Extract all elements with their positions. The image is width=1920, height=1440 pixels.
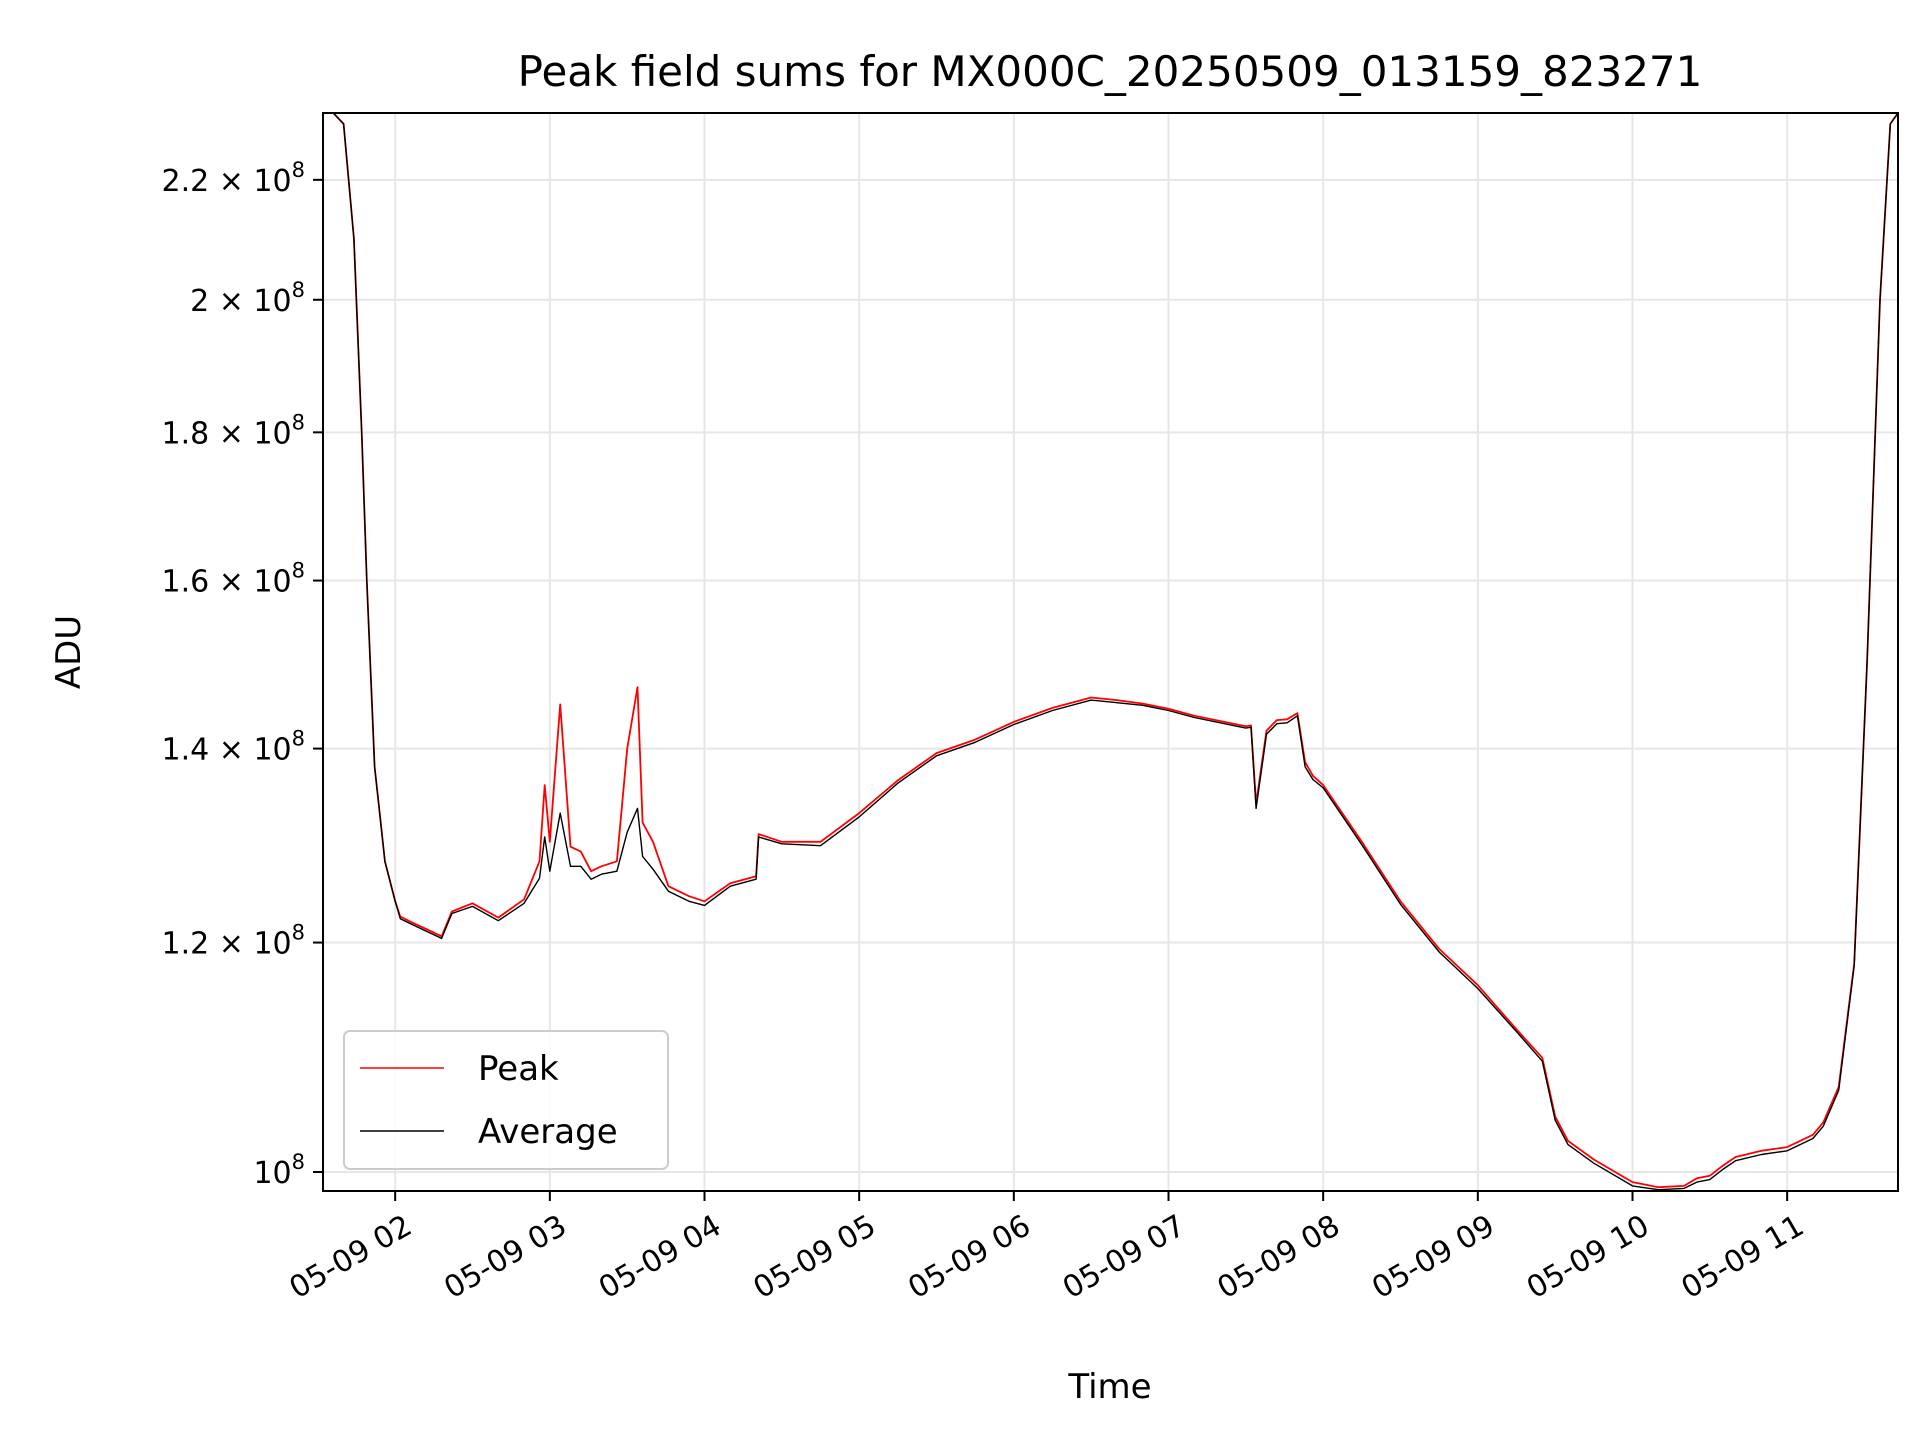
plot-frame [322,112,1899,1192]
series-line-peak [323,112,1899,1189]
y-tick-label: 1.2 × 108 [162,921,305,962]
y-axis-ticks: 108 1.2 × 108 1.4 × 108 1.6 × 108 1.8 × 108 2… [162,158,323,1191]
legend-label-peak: Peak [478,1049,559,1089]
legend-label-average: Average [478,1112,618,1152]
x-axis-label: Time [1067,1367,1151,1407]
y-axis-label: ADU [49,615,89,689]
y-tick-label: 1.4 × 108 [162,727,305,768]
legend-box [343,1030,669,1170]
series-lines [323,112,1899,1191]
y-tick-label: 1.8 × 108 [162,410,305,451]
grid [323,113,1898,1191]
chart-title: Peak field sums for MX000C_20250509_0131… [518,47,1703,96]
y-tick-label: 2 × 108 [190,278,305,319]
y-tick-label: 108 [253,1150,305,1191]
series-line-average [323,112,1899,1191]
legend: Peak Average [343,1030,669,1170]
y-tick-label: 1.6 × 108 [162,559,305,600]
y-tick-label: 2.2 × 108 [162,158,305,199]
